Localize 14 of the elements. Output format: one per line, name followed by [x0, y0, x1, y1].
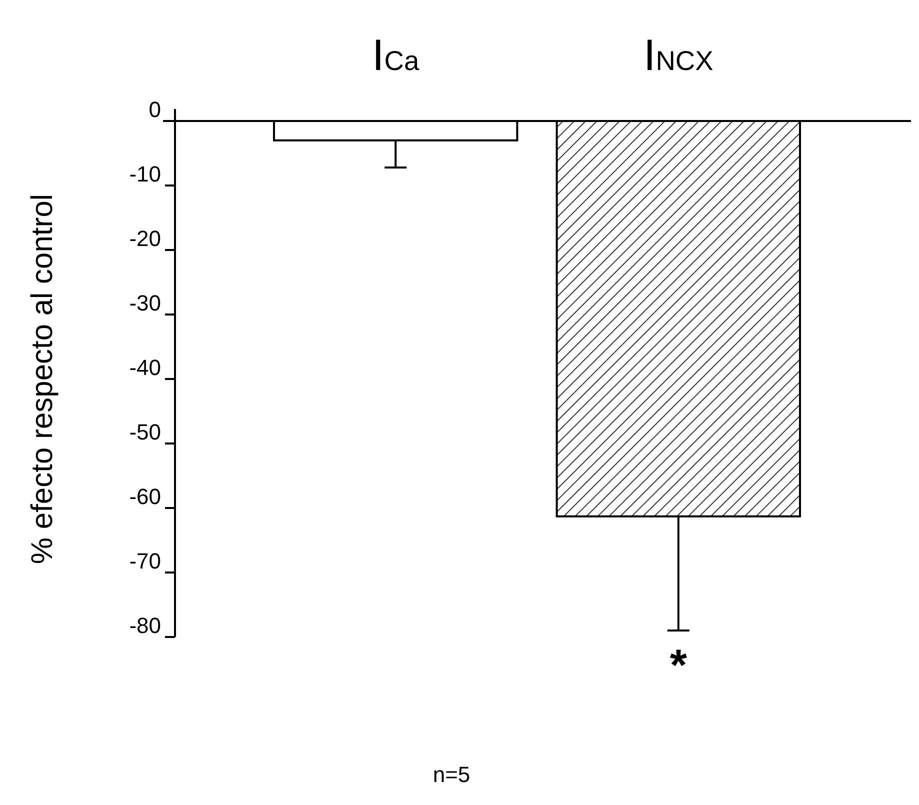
y-tick-label: -50: [129, 420, 161, 444]
text: *: [670, 641, 688, 690]
y-tick-label: -80: [129, 613, 161, 638]
y-tick-label: -70: [129, 548, 161, 574]
y-tick-label: 0: [148, 97, 161, 122]
y-axis-title: % efecto respecto al control: [26, 194, 59, 564]
x-tick-label: INCX: [643, 31, 714, 80]
y-tick-label: -40: [129, 355, 161, 380]
y-tick-label: -30: [129, 290, 161, 316]
y-tick-label: -10: [129, 162, 161, 186]
text: n=5: [432, 762, 470, 787]
y-tick-label: -20: [129, 226, 161, 251]
x-tick-label: ICa: [372, 31, 420, 80]
y-tick-label: -60: [129, 484, 161, 509]
